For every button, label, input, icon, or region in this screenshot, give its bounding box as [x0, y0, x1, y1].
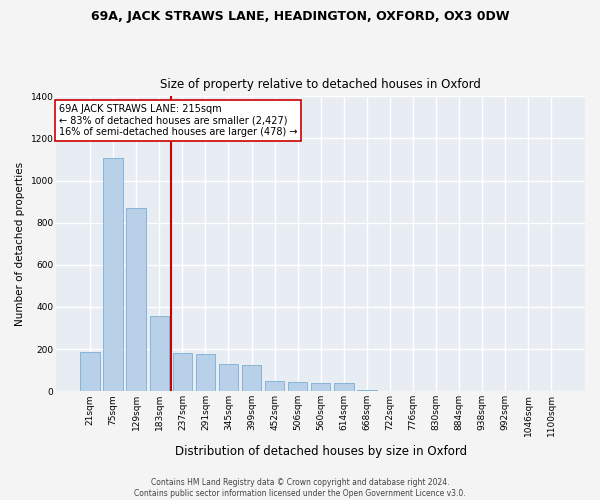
Bar: [173, 354, 192, 392]
Bar: [311, 383, 331, 392]
Text: 69A JACK STRAWS LANE: 215sqm
← 83% of detached houses are smaller (2,427)
16% of: 69A JACK STRAWS LANE: 215sqm ← 83% of de…: [59, 104, 298, 137]
Title: Size of property relative to detached houses in Oxford: Size of property relative to detached ho…: [160, 78, 481, 91]
Bar: [357, 390, 377, 392]
Bar: [334, 383, 353, 392]
Bar: [103, 158, 123, 392]
Y-axis label: Number of detached properties: Number of detached properties: [15, 162, 25, 326]
Bar: [288, 382, 307, 392]
Bar: [265, 380, 284, 392]
Text: 69A, JACK STRAWS LANE, HEADINGTON, OXFORD, OX3 0DW: 69A, JACK STRAWS LANE, HEADINGTON, OXFOR…: [91, 10, 509, 23]
Bar: [149, 316, 169, 392]
Bar: [196, 354, 215, 392]
X-axis label: Distribution of detached houses by size in Oxford: Distribution of detached houses by size …: [175, 444, 467, 458]
Bar: [218, 364, 238, 392]
Bar: [127, 208, 146, 392]
Text: Contains HM Land Registry data © Crown copyright and database right 2024.
Contai: Contains HM Land Registry data © Crown c…: [134, 478, 466, 498]
Bar: [242, 365, 262, 392]
Bar: [80, 352, 100, 392]
